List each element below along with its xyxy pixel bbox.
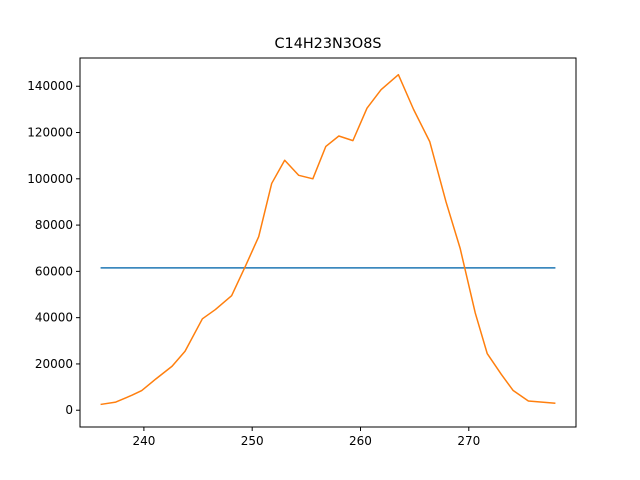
y-tick-label: 100000 bbox=[27, 172, 73, 186]
y-tick-label: 60000 bbox=[35, 264, 73, 278]
series-line-2 bbox=[100, 73, 556, 406]
y-tick-label: 20000 bbox=[35, 357, 73, 371]
x-tick-label: 270 bbox=[457, 434, 480, 448]
y-tick-label: 40000 bbox=[35, 311, 73, 325]
chart-title: C14H23N3O8S bbox=[274, 36, 381, 52]
series-layer bbox=[100, 73, 556, 406]
x-tick-label: 240 bbox=[132, 434, 155, 448]
x-tick-label: 250 bbox=[241, 434, 264, 448]
tick-layer: 240 250 260 270 0 20000 40000 60000 80000 100000 1… bbox=[27, 79, 480, 448]
y-tick-label: 140000 bbox=[27, 79, 73, 93]
y-tick-label: 120000 bbox=[27, 126, 73, 140]
y-tick-label: 0 bbox=[65, 403, 73, 417]
y-tick-label: 80000 bbox=[35, 218, 73, 232]
x-tick-label: 260 bbox=[349, 434, 372, 448]
plot-area-frame bbox=[79, 57, 577, 428]
